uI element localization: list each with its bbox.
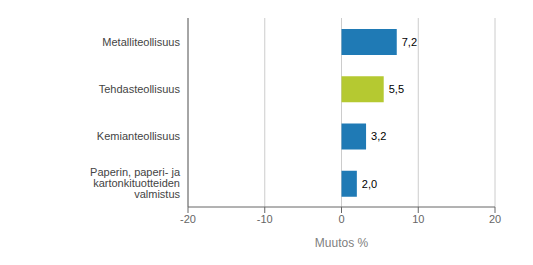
svg-text:-20: -20 [180,213,196,225]
svg-text:-10: -10 [257,213,273,225]
svg-text:10: 10 [412,213,424,225]
svg-text:Tehdasteollisuus: Tehdasteollisuus [99,83,181,95]
svg-text:Muutos %: Muutos % [315,236,369,250]
svg-text:Kemianteollisuus: Kemianteollisuus [97,130,181,142]
svg-text:3,2: 3,2 [371,130,386,142]
svg-text:7,2: 7,2 [402,36,417,48]
svg-text:Metalliteollisuus: Metalliteollisuus [102,36,180,48]
svg-text:2,0: 2,0 [362,178,377,190]
svg-text:20: 20 [489,213,501,225]
svg-text:0: 0 [338,213,344,225]
svg-text:Paperin, paperi- jakartonkituo: Paperin, paperi- jakartonkituotteidenval… [90,166,181,200]
svg-text:5,5: 5,5 [389,83,404,95]
